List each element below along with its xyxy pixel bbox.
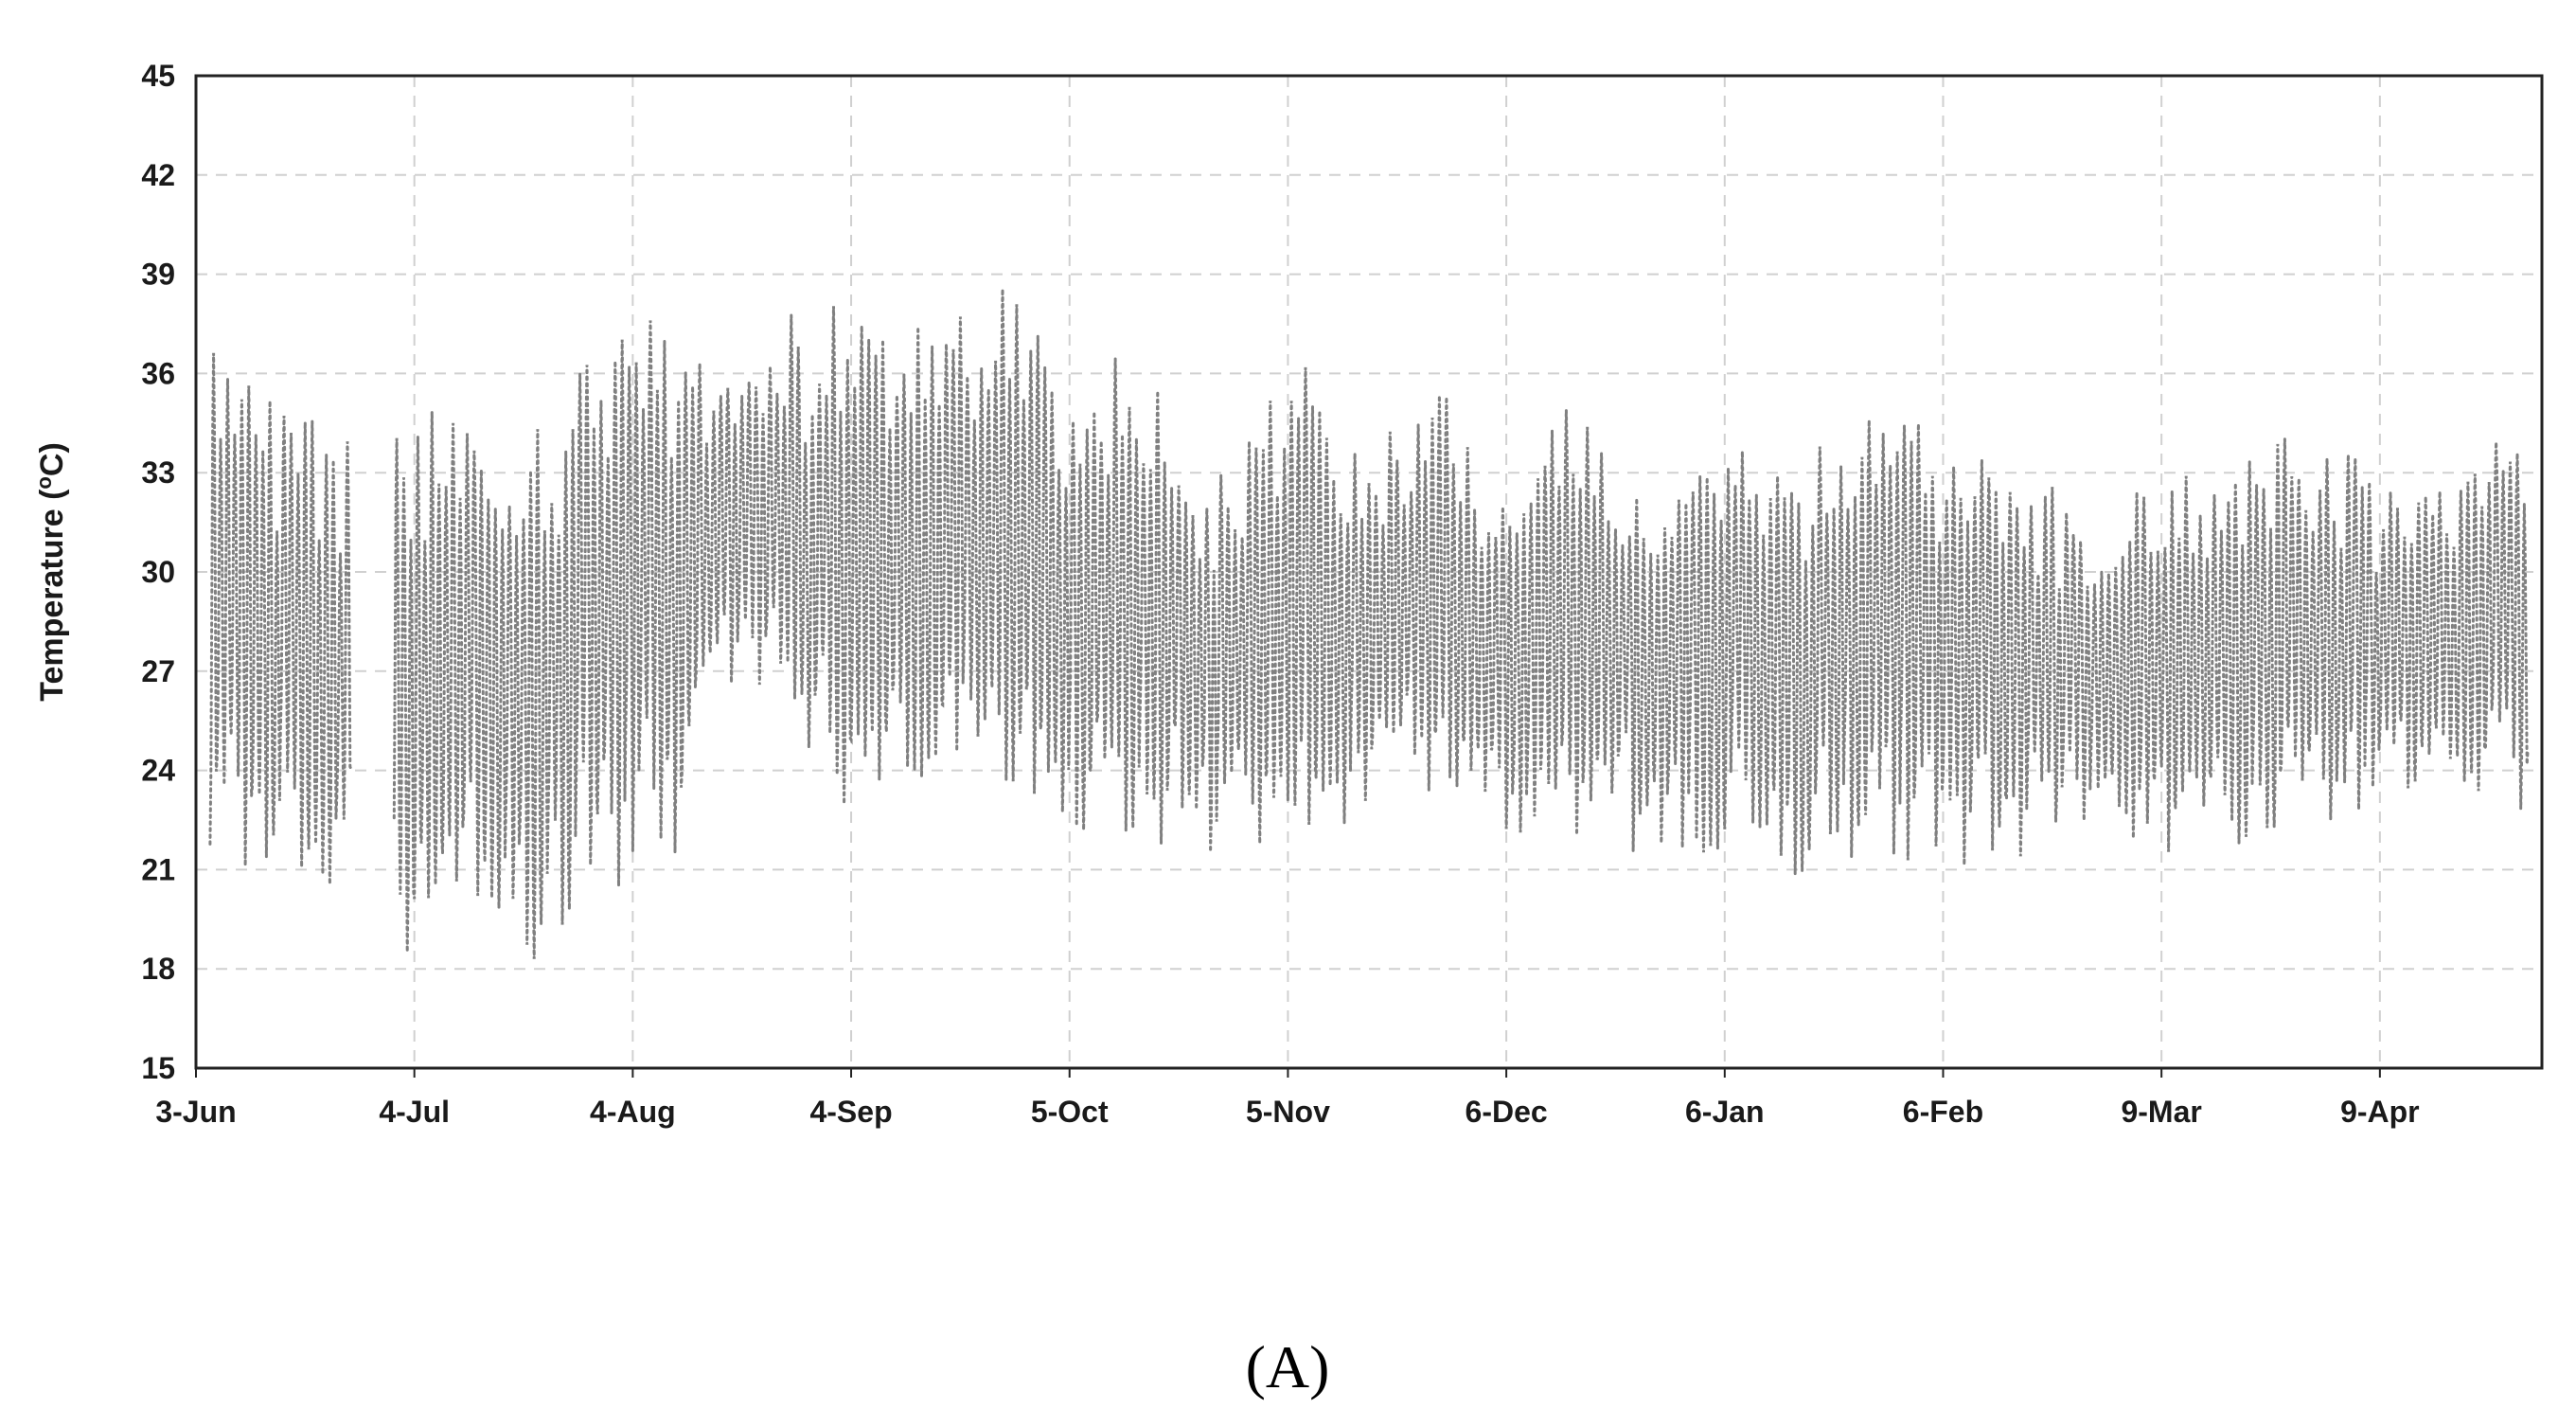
y-tick-label: 24 xyxy=(141,754,175,788)
y-axis-label-text: Temperature ( xyxy=(34,489,70,702)
y-tick-label: 45 xyxy=(141,59,175,93)
y-tick-label: 42 xyxy=(141,158,175,192)
y-axis-label-unit: C) xyxy=(34,442,70,476)
y-tick-label: 36 xyxy=(141,356,175,390)
y-tick-label: 27 xyxy=(141,654,175,688)
x-tick-label: 9-Apr xyxy=(2340,1095,2420,1129)
x-tick-label: 3-Jun xyxy=(155,1095,236,1129)
y-axis-ticks: 15 18 21 24 27 30 33 36 39 42 45 xyxy=(141,59,175,1085)
grid-lines xyxy=(196,76,2542,1068)
x-tick-label: 5-Oct xyxy=(1031,1095,1109,1129)
x-tick-label: 6-Jan xyxy=(1685,1095,1765,1129)
x-tick-label: 4-Aug xyxy=(590,1095,676,1129)
temperature-line xyxy=(208,289,2530,959)
x-tick-label: 6-Dec xyxy=(1466,1095,1548,1129)
x-tick-label: 5-Nov xyxy=(1246,1095,1330,1129)
y-tick-label: 30 xyxy=(141,555,175,589)
x-tick-label: 4-Sep xyxy=(809,1095,892,1129)
x-axis-ticks: 3-Jun 4-Jul 4-Aug 4-Sep 5-Oct 5-Nov 6-Dec 6-Jan… xyxy=(155,1068,2420,1129)
panel-label: (A) xyxy=(1246,1333,1330,1400)
y-axis-label-superscript: o xyxy=(32,476,56,489)
y-axis-label: Temperature (oC) xyxy=(32,442,71,702)
y-tick-label: 21 xyxy=(141,852,175,886)
y-tick-label: 18 xyxy=(141,952,175,986)
y-tick-label: 39 xyxy=(141,258,175,292)
x-tick-label: 9-Mar xyxy=(2121,1095,2201,1129)
x-tick-label: 6-Feb xyxy=(1903,1095,1983,1129)
y-tick-label: 15 xyxy=(141,1051,175,1085)
y-tick-label: 33 xyxy=(141,455,175,490)
plot-area-frame xyxy=(194,74,2544,1070)
x-tick-label: 4-Jul xyxy=(379,1095,450,1129)
temperature-series xyxy=(208,289,2530,959)
